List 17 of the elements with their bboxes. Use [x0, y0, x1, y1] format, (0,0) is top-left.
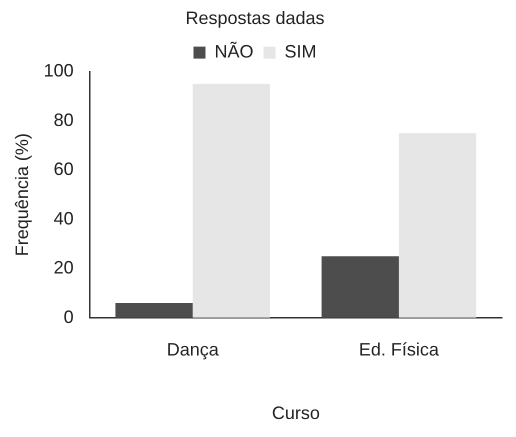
bar: [398, 133, 476, 318]
bar: [192, 84, 270, 318]
x-tick-label: Dança: [166, 340, 220, 360]
y-tick-label: 20: [54, 258, 74, 278]
legend-label: SIM: [284, 42, 317, 62]
y-tick-label: 0: [64, 306, 74, 327]
y-tick-label: 60: [54, 159, 74, 180]
y-tick-label: 100: [44, 60, 74, 81]
x-axis-title: Curso: [272, 403, 320, 424]
y-tick-label: 40: [54, 208, 74, 228]
y-tick-label: 80: [54, 110, 74, 130]
x-tick-label: Ed. Física: [358, 340, 440, 360]
bar: [115, 303, 193, 318]
bar: [322, 256, 399, 318]
legend-title: Respostas dadas: [185, 8, 325, 28]
legend-label: NÃO: [214, 42, 254, 62]
y-axis-title: Frequência (%): [12, 133, 32, 256]
